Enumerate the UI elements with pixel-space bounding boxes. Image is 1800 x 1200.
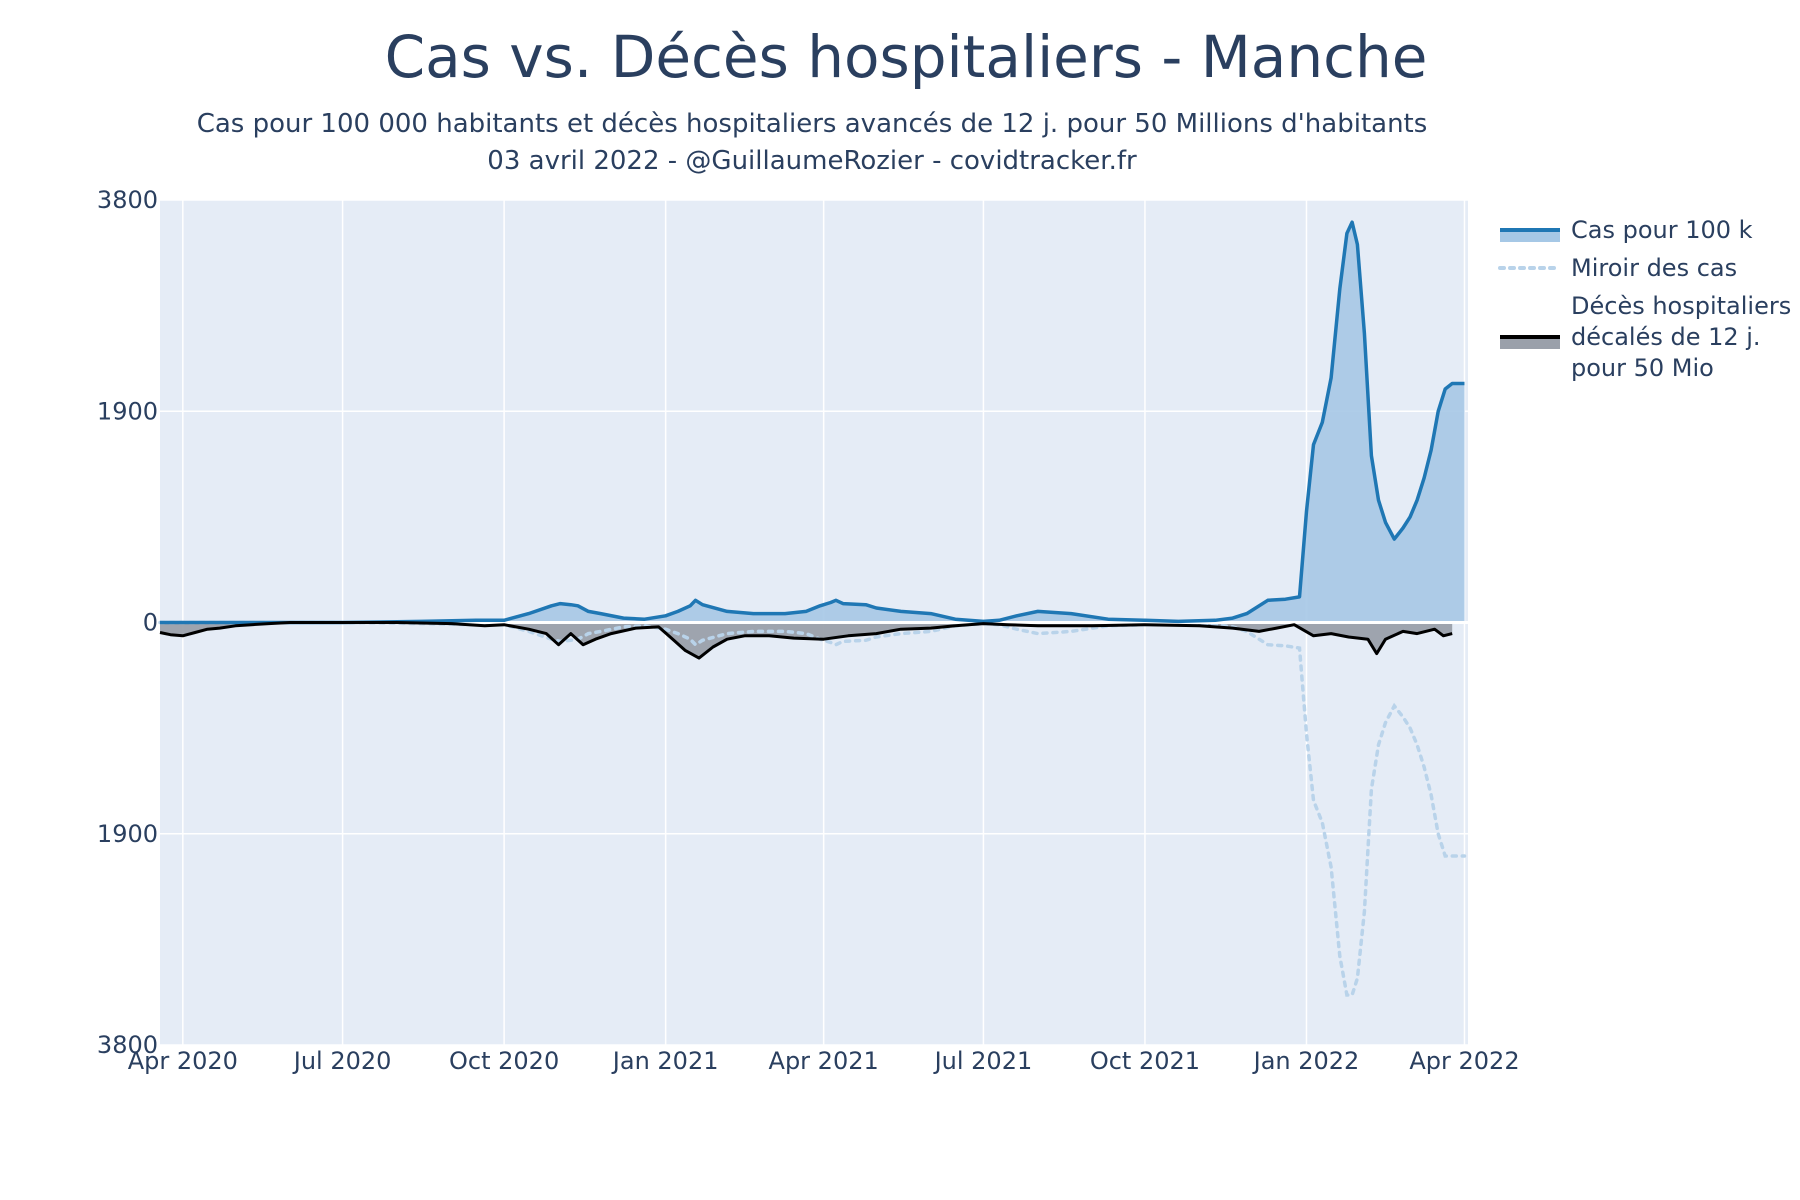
series-layer bbox=[158, 220, 1468, 997]
legend-label: Cas pour 100 k bbox=[1571, 216, 1753, 244]
deaths-line bbox=[159, 621, 1453, 660]
chart-subtitle-line-1: Cas pour 100 000 habitants et décès hosp… bbox=[197, 109, 1428, 139]
y-tick-label: 1900 bbox=[97, 820, 158, 848]
legend-label: Miroir des cas bbox=[1571, 254, 1737, 282]
legend-item[interactable]: Cas pour 100 k bbox=[1500, 216, 1753, 244]
y-tick-label: 3800 bbox=[97, 186, 158, 214]
x-tick-label: Jan 2022 bbox=[1252, 1047, 1360, 1075]
y-tick-label: 0 bbox=[143, 609, 158, 637]
x-tick-label: Oct 2020 bbox=[449, 1047, 559, 1075]
legend-label: décalés de 12 j. bbox=[1571, 323, 1761, 351]
legend-label: Décès hospitaliers bbox=[1571, 292, 1791, 320]
legend-swatch-fill bbox=[1500, 337, 1560, 349]
y-axis: 3800 1900 0 1900 3800 bbox=[97, 186, 158, 1059]
x-tick-label: Jul 2021 bbox=[933, 1047, 1033, 1075]
legend-item[interactable]: Décès hospitaliers décalés de 12 j. pour 5… bbox=[1500, 292, 1791, 382]
x-tick-label: Jan 2021 bbox=[611, 1047, 719, 1075]
cases-area bbox=[160, 222, 1465, 623]
x-axis: Apr 2020 Jul 2020 Oct 2020 Jan 2021 Apr 2021… bbox=[128, 1047, 1520, 1075]
x-tick-label: Oct 2021 bbox=[1090, 1047, 1200, 1075]
x-tick-label: Apr 2021 bbox=[769, 1047, 879, 1075]
legend-item[interactable]: Miroir des cas bbox=[1498, 254, 1737, 282]
chart-title: Cas vs. Décès hospitaliers - Manche bbox=[385, 23, 1428, 91]
legend-label: pour 50 Mio bbox=[1571, 354, 1714, 382]
mirror-cases-line bbox=[158, 620, 1467, 997]
deaths-area bbox=[160, 622, 1453, 659]
x-tick-label: Apr 2020 bbox=[128, 1047, 238, 1075]
chart-subtitle-line-2: 03 avril 2022 - @GuillaumeRozier - covid… bbox=[487, 146, 1137, 176]
legend[interactable]: Cas pour 100 k Miroir des cas Décès hospit… bbox=[1498, 216, 1791, 382]
y-tick-label: 3800 bbox=[97, 1031, 158, 1059]
cases-line bbox=[160, 220, 1465, 625]
legend-swatch-fill bbox=[1500, 230, 1560, 242]
x-tick-label: Apr 2022 bbox=[1409, 1047, 1519, 1075]
x-tick-label: Jul 2020 bbox=[292, 1047, 392, 1075]
y-tick-label: 1900 bbox=[97, 397, 158, 425]
